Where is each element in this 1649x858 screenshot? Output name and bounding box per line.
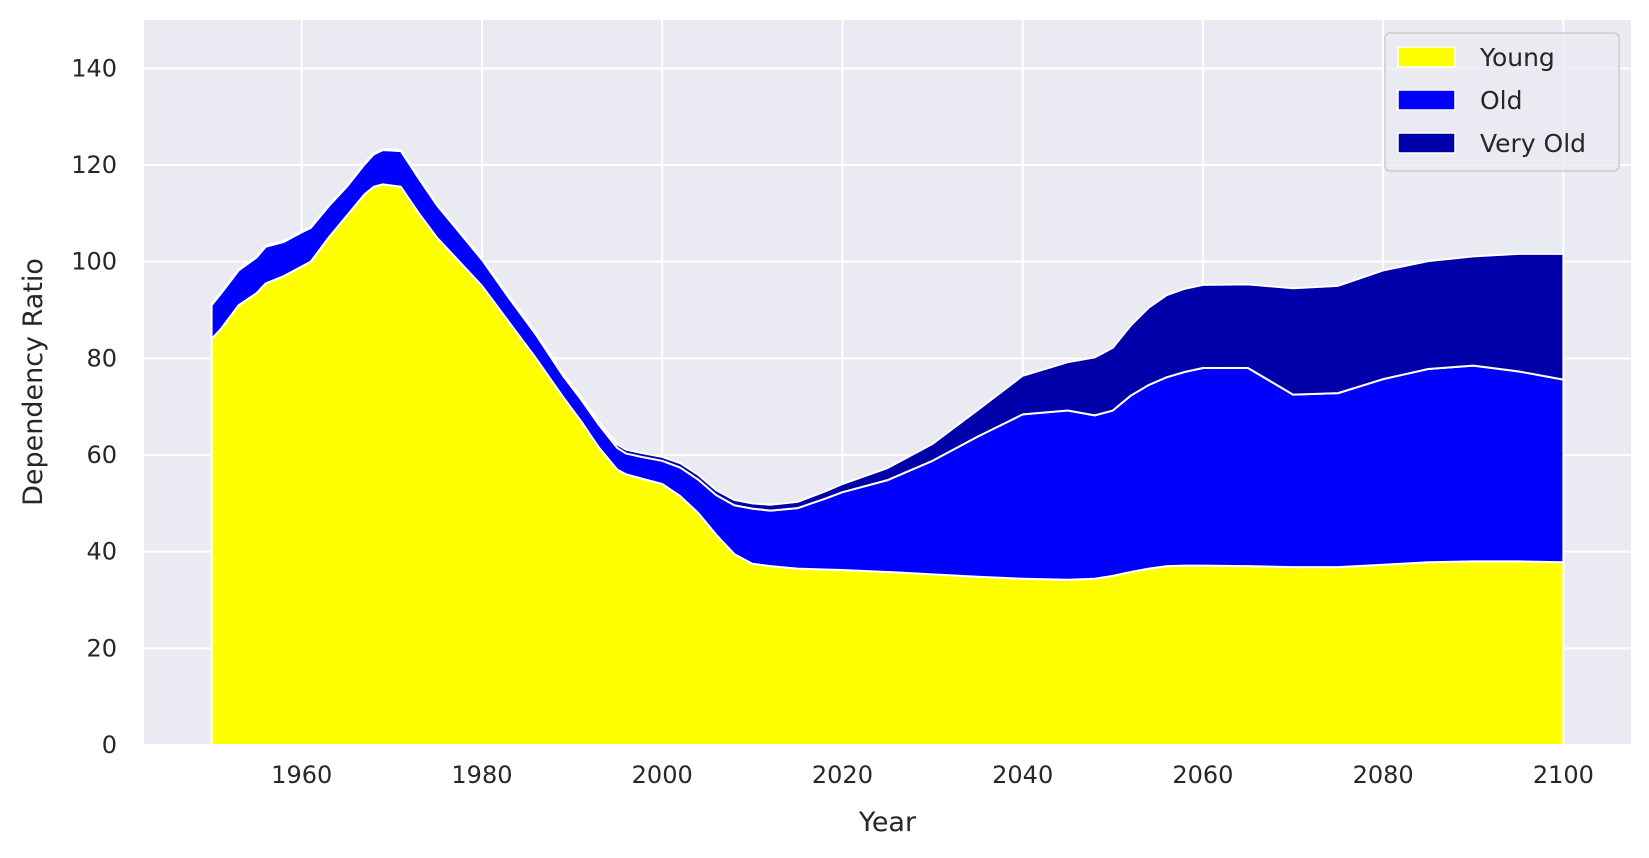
x-tick-label: 1980 [451,761,512,789]
y-tick-labels: 0 20 40 60 80 100 120 140 [71,54,117,759]
x-tick-label: 2040 [992,761,1053,789]
y-tick-label: 40 [86,538,117,566]
legend-swatch [1397,89,1456,111]
y-tick-label: 60 [86,441,117,469]
area-very-old [210,148,1565,512]
legend-label: Very Old [1480,129,1586,158]
x-tick-label: 2060 [1172,761,1233,789]
x-tick-label: 2080 [1353,761,1414,789]
y-tick-label: 20 [86,634,117,662]
legend: Young Old Very Old [1384,32,1620,172]
legend-label: Young [1479,43,1555,72]
x-tick-label: 2100 [1533,761,1594,789]
x-tick-label: 2020 [812,761,873,789]
y-tick-label: 140 [71,54,117,82]
y-tick-label: 0 [102,731,117,759]
x-tick-label: 2000 [632,761,693,789]
x-tick-labels: 1960 1980 2000 2020 2040 2060 2080 2100 [271,761,1594,789]
legend-label: Old [1480,86,1523,115]
y-axis-label: Dependency Ratio [18,258,49,506]
y-tick-label: 120 [71,151,117,179]
legend-swatch [1397,132,1456,154]
y-tick-label: 80 [86,344,117,372]
stacked-areas [210,148,1565,746]
y-tick-label: 100 [71,248,117,276]
x-tick-label: 1960 [271,761,332,789]
x-axis-label: Year [858,807,917,838]
legend-swatch [1397,46,1456,68]
